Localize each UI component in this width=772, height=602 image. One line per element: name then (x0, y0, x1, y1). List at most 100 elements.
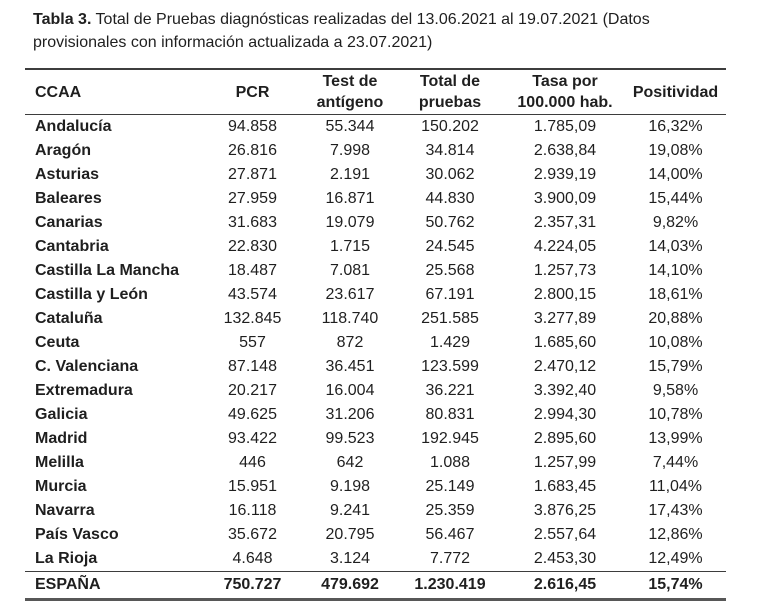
table-cell: 446 (239, 454, 266, 471)
header-row: CCAA PCR Test de antígeno Total de pruebas T… (25, 69, 726, 115)
table-cell: 1.685,60 (533, 334, 597, 351)
table-row: Aragón 26.816 7.998 34.814 2.638,84 19,08% (25, 139, 726, 163)
row-label: Murcia (35, 478, 87, 495)
table-row: Navarra 16.118 9.241 25.359 3.876,25 17,43% (25, 499, 726, 523)
table-cell: 3.124 (329, 550, 371, 567)
table-row: Canarias 31.683 19.079 50.762 2.357,31 9,82% (25, 211, 726, 235)
table-row: Asturias 27.871 2.191 30.062 2.939,19 14,00% (25, 163, 726, 187)
table-cell: 18.487 (228, 262, 277, 279)
table-cell: 642 (336, 454, 364, 471)
total-cell: 479.692 (305, 571, 395, 600)
table-cell: 25.359 (425, 502, 475, 519)
table-cell: 94.858 (228, 118, 277, 135)
table-cell: 26.816 (228, 142, 277, 159)
row-label: Galicia (35, 406, 88, 423)
total-cell: 15,74% (625, 571, 726, 600)
table-cell: 192.945 (421, 430, 479, 447)
table-cell: 22.830 (228, 238, 277, 255)
table-cell: 123.599 (421, 358, 479, 375)
table-cell: 24.545 (425, 238, 475, 255)
table-row: Castilla y León 43.574 23.617 67.191 2.800,1… (25, 283, 726, 307)
row-label: Baleares (35, 190, 102, 207)
table-cell: 49.625 (228, 406, 277, 423)
row-label: Melilla (35, 454, 84, 471)
table-cell: 3.277,89 (533, 310, 597, 327)
row-label: Canarias (35, 214, 103, 231)
row-label: Aragón (35, 142, 91, 159)
table-cell: 3.876,25 (533, 502, 597, 519)
row-label: Asturias (35, 166, 100, 183)
table-cell: 1.683,45 (533, 478, 597, 495)
table-cell: 7.772 (429, 550, 471, 567)
column-header: Test de antígeno (305, 69, 395, 115)
table-cell: 20.795 (325, 526, 375, 543)
table-row: Baleares 27.959 16.871 44.830 3.900,09 15,44% (25, 187, 726, 211)
table-row: Madrid 93.422 99.523 192.945 2.895,60 13,99% (25, 427, 726, 451)
table-cell: 35.672 (228, 526, 277, 543)
title-label: Tabla 3. (33, 11, 92, 28)
title-line2: provisionales con información actualizad… (33, 34, 433, 51)
total-cell: 2.616,45 (505, 571, 625, 600)
row-label: País Vasco (35, 526, 119, 543)
table-cell: 14,00% (648, 166, 703, 183)
table-cell: 4.224,05 (533, 238, 597, 255)
table-cell: 19.079 (325, 214, 375, 231)
column-header: Total de pruebas (395, 69, 505, 115)
table-row: La Rioja 4.648 3.124 7.772 2.453,30 12,49% (25, 547, 726, 572)
table-cell: 30.062 (425, 166, 475, 183)
table-body: Andalucía 94.858 55.344 150.202 1.785,09 16,3… (25, 115, 726, 572)
table-cell: 10,08% (648, 334, 703, 351)
table-cell: 14,03% (648, 238, 703, 255)
table-cell: 3.392,40 (533, 382, 597, 399)
row-label: Navarra (35, 502, 95, 519)
table-cell: 1.715 (329, 238, 371, 255)
table-cell: 2.191 (329, 166, 371, 183)
table-row: Ceuta 557 872 1.429 1.685,60 10,08% (25, 331, 726, 355)
table-cell: 1.257,73 (533, 262, 597, 279)
table-cell: 2.557,64 (533, 526, 597, 543)
table-cell: 31.206 (325, 406, 375, 423)
row-label: Madrid (35, 430, 88, 447)
table-cell: 55.344 (325, 118, 375, 135)
table-cell: 2.357,31 (533, 214, 597, 231)
table-cell: 1.088 (429, 454, 471, 471)
table-cell: 36.451 (325, 358, 375, 375)
table-cell: 2.638,84 (533, 142, 597, 159)
table-cell: 1.429 (429, 334, 471, 351)
table-container: CCAA PCR Test de antígeno Total de pruebas T… (25, 68, 726, 601)
column-header: Positividad (625, 69, 726, 115)
table-cell: 15,44% (648, 190, 703, 207)
table-row: Murcia 15.951 9.198 25.149 1.683,45 11,04% (25, 475, 726, 499)
table-cell: 1.785,09 (533, 118, 597, 135)
table-cell: 7.081 (329, 262, 371, 279)
row-label: Ceuta (35, 334, 80, 351)
table-cell: 16.118 (228, 502, 277, 519)
row-label: Castilla y León (35, 286, 148, 303)
table-row: Melilla 446 642 1.088 1.257,99 7,44% (25, 451, 726, 475)
table-cell: 557 (239, 334, 266, 351)
table-cell: 19,08% (648, 142, 703, 159)
total-row: ESPAÑA 750.727 479.692 1.230.419 2.616,45 15,… (25, 571, 726, 600)
column-header: PCR (200, 69, 305, 115)
table-cell: 11,04% (648, 478, 703, 495)
table-row: C. Valenciana 87.148 36.451 123.599 2.470,12… (25, 355, 726, 379)
table-title: Tabla 3. Total de Pruebas diagnósticas r… (33, 8, 757, 54)
table-cell: 34.814 (425, 142, 475, 159)
table-cell: 9,82% (652, 214, 699, 231)
table-cell: 20.217 (228, 382, 277, 399)
table-cell: 25.568 (425, 262, 475, 279)
table-cell: 150.202 (421, 118, 479, 135)
row-label: Castilla La Mancha (35, 262, 180, 279)
table-cell: 2.895,60 (533, 430, 597, 447)
table-cell: 15,79% (648, 358, 703, 375)
table-row: Cataluña 132.845 118.740 251.585 3.277,89 20,… (25, 307, 726, 331)
table-cell: 872 (336, 334, 364, 351)
row-label: Cantabria (35, 238, 109, 255)
table-cell: 16.871 (325, 190, 375, 207)
table-cell: 9.198 (329, 478, 371, 495)
row-label: La Rioja (35, 550, 98, 567)
table-cell: 15.951 (228, 478, 277, 495)
table-cell: 36.221 (425, 382, 475, 399)
table-row: Cantabria 22.830 1.715 24.545 4.224,05 14,03% (25, 235, 726, 259)
